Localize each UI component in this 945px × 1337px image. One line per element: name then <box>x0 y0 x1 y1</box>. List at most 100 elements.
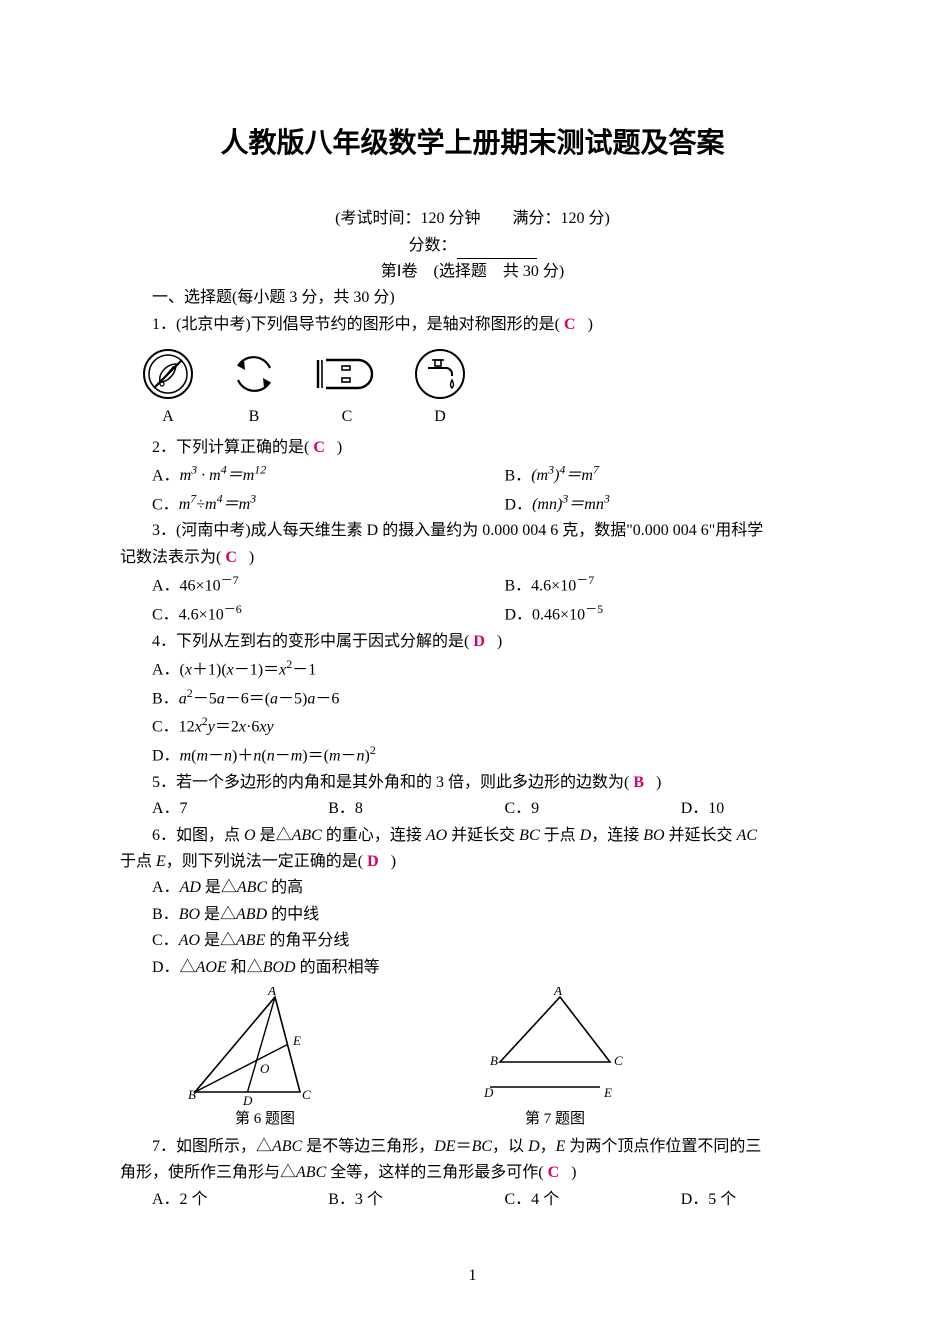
q1-label-a: A <box>140 404 196 430</box>
q5-optB: B．8 <box>296 796 472 822</box>
q2-optB-math: (m3)4＝m7 <box>531 467 599 484</box>
q5-stem-pre: 5．若一个多边形的内角和是其外角和的 3 倍，则此多边形的边数为( <box>152 774 629 791</box>
fig7-label-E: E <box>603 1085 612 1100</box>
q6-optB: B．BO 是△ABD 的中线 <box>120 902 825 928</box>
fig6-label-D: D <box>242 1093 253 1107</box>
q2-optC-pre: C． <box>152 496 179 513</box>
q2-row1: A．m3 · m4＝m12 B．(m3)4＝m7 <box>120 461 825 490</box>
q4-stem-pre: 4．下列从左到右的变形中属于因式分解的是( <box>152 633 469 650</box>
q4-optC: C．12x2y＝2x·6xy <box>120 712 825 741</box>
q5-stem: 5．若一个多边形的内角和是其外角和的 3 倍，则此多边形的边数为(B) <box>120 770 825 796</box>
q6-line2-post: ) <box>383 853 396 870</box>
fig6-label-E: E <box>292 1033 301 1048</box>
score-blank <box>457 239 537 259</box>
q1-label-b: B <box>226 404 282 430</box>
q1-icon-d: D <box>412 346 468 430</box>
figure-row: A B C D E O 第 6 题图 A B C D E 第 7 题图 <box>180 987 825 1132</box>
q7-line2: 角形，使所作三角形与△ABC 全等，这样的三角形最多可作(C) <box>120 1160 825 1186</box>
q2-answer: C <box>309 439 329 456</box>
fig6-label-A: A <box>267 987 276 998</box>
q2-optA-math: m3 · m4＝m12 <box>180 467 267 484</box>
q6-optC: C．AO 是△ABE 的角平分线 <box>120 928 825 954</box>
q5-optD: D．10 <box>649 796 825 822</box>
q2-row2: C．m7÷m4＝m3 D．(mn)3＝mn3 <box>120 490 825 519</box>
fig7-label-D: D <box>483 1085 494 1100</box>
fig6-label-B: B <box>188 1087 196 1102</box>
exam-page: 人教版八年级数学上册期末测试题及答案 (考试时间：120 分钟 满分：120 分… <box>0 0 945 1329</box>
q1-stem-pre: 1．(北京中考)下列倡导节约的图形中，是轴对称图形的是( <box>152 316 560 333</box>
q2-optA-pre: A． <box>152 467 180 484</box>
q2-stem-pre: 2．下列计算正确的是( <box>152 439 309 456</box>
q1-options-icons: A B C <box>140 346 825 430</box>
q1-label-c: C <box>312 404 382 430</box>
q7-answer: C <box>544 1164 564 1181</box>
leaf-slash-icon <box>140 346 196 402</box>
q2-optB-pre: B． <box>505 467 532 484</box>
q6-optD: D．△AOE 和△BOD 的面积相等 <box>120 955 825 981</box>
q1-answer: C <box>560 316 580 333</box>
q4-optB: B．a2－5a－6＝(a－5)a－6 <box>120 684 825 713</box>
doc-title: 人教版八年级数学上册期末测试题及答案 <box>120 120 825 166</box>
fig7-caption: 第 7 题图 <box>470 1107 640 1132</box>
q2-optD: D．(mn)3＝mn3 <box>473 490 826 519</box>
q7-optD: D．5 个 <box>649 1187 825 1213</box>
fig7-label-B: B <box>490 1053 498 1068</box>
q4-stem-post: ) <box>489 633 502 650</box>
plug-icon <box>312 346 382 402</box>
q4-answer: D <box>469 633 489 650</box>
q1-stem-post: ) <box>580 316 593 333</box>
q2-stem: 2．下列计算正确的是(C) <box>120 435 825 461</box>
q3-line1: 3．(河南中考)成人每天维生素 D 的摄入量约为 0.000 004 6 克，数… <box>120 518 825 544</box>
q3-row2: C．4.6×10－6 D．0.46×10－5 <box>120 600 825 629</box>
q4-stem: 4．下列从左到右的变形中属于因式分解的是(D) <box>120 629 825 655</box>
faucet-icon <box>412 346 468 402</box>
figure-7: A B C D E 第 7 题图 <box>470 987 640 1132</box>
q1-stem: 1．(北京中考)下列倡导节约的图形中，是轴对称图形的是(C) <box>120 312 825 338</box>
q5-stem-post: ) <box>648 774 661 791</box>
q5-optC: C．9 <box>473 796 649 822</box>
q5-optA: A．7 <box>120 796 296 822</box>
q3-optD: D．0.46×10－5 <box>473 600 826 629</box>
q3-line2-post: ) <box>241 549 254 566</box>
q3-optA: A．46×10－7 <box>120 571 473 600</box>
q1-icon-a: A <box>140 346 196 430</box>
q4-optD: D．m(m－n)＋n(n－m)＝(m－n)2 <box>120 741 825 770</box>
section-header: 第Ⅰ卷 (选择题 共 30 分) <box>120 259 825 285</box>
q3-optB: B．4.6×10－7 <box>473 571 826 600</box>
q2-optB: B．(m3)4＝m7 <box>473 461 826 490</box>
q7-optA: A．2 个 <box>120 1187 296 1213</box>
triangle-centroid-icon: A B C D E O <box>180 987 350 1107</box>
exam-meta: (考试时间：120 分钟 满分：120 分) <box>120 206 825 232</box>
q7-opts: A．2 个 B．3 个 C．4 个 D．5 个 <box>120 1187 825 1213</box>
q7-optC: C．4 个 <box>473 1187 649 1213</box>
page-number: 1 <box>120 1263 825 1289</box>
score-label: 分数： <box>408 237 456 254</box>
score-line: 分数： <box>120 233 825 259</box>
q3-answer: C <box>221 549 241 566</box>
q5-answer: B <box>629 774 648 791</box>
fig7-label-C: C <box>614 1053 623 1068</box>
q2-optC: C．m7÷m4＝m3 <box>120 490 473 519</box>
q2-optA: A．m3 · m4＝m12 <box>120 461 473 490</box>
q3-optC: C．4.6×10－6 <box>120 600 473 629</box>
q5-opts: A．7 B．8 C．9 D．10 <box>120 796 825 822</box>
q2-optC-math: m7÷m4＝m3 <box>179 496 256 513</box>
q2-optD-math: (mn)3＝mn3 <box>532 496 610 513</box>
q7-line2-post: ) <box>563 1164 576 1181</box>
fig6-label-C: C <box>302 1087 311 1102</box>
q6-line1: 6．如图，点 O 是△ABC 的重心，连接 AO 并延长交 BC 于点 D，连接… <box>120 823 825 849</box>
q3-line2: 记数法表示为(C) <box>120 545 825 571</box>
triangle-segment-icon: A B C D E <box>470 987 640 1107</box>
fig6-label-O: O <box>260 1061 270 1076</box>
fig7-label-A: A <box>553 987 562 998</box>
q4-optA: A．(x＋1)(x－1)＝x2－1 <box>120 655 825 684</box>
q1-label-d: D <box>412 404 468 430</box>
q3-line2-pre: 记数法表示为( <box>120 549 221 566</box>
q7-line1: 7．如图所示，△ABC 是不等边三角形，DE＝BC，以 D，E 为两个顶点作位置… <box>120 1134 825 1160</box>
q1-icon-c: C <box>312 346 382 430</box>
q1-icon-b: B <box>226 346 282 430</box>
fig6-caption: 第 6 题图 <box>180 1107 350 1132</box>
q2-optD-pre: D． <box>505 496 533 513</box>
q6-answer: D <box>363 853 383 870</box>
q7-optB: B．3 个 <box>296 1187 472 1213</box>
